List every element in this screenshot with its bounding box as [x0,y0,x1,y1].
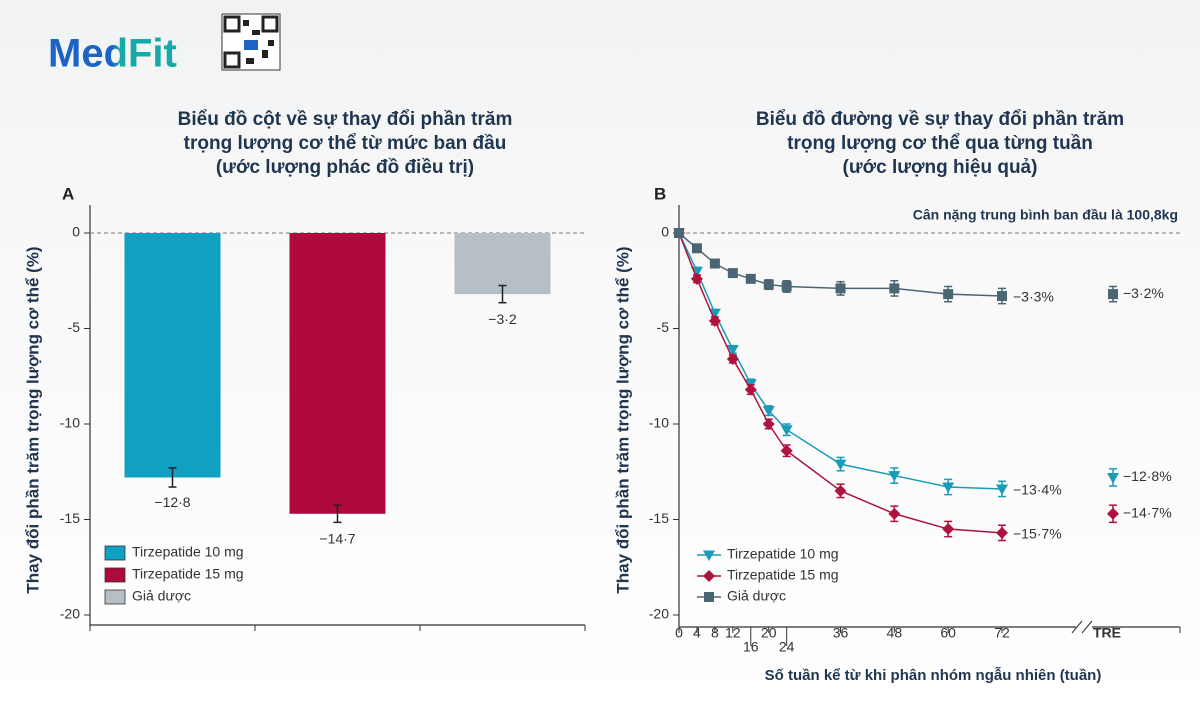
x-tick-label: 8 [711,625,719,641]
marker [726,345,739,356]
marker [889,283,900,294]
legend-label: Tirzepatide 15 mg [132,566,244,582]
marker [708,314,721,327]
x-tick-label: 16 [743,639,759,655]
marker [709,258,720,269]
marker [834,484,847,497]
legend-swatch [104,589,126,605]
value-label: −14·7 [319,530,355,546]
annotation: Cân nặng trung bình ban đầu là 100,8kg [913,207,1178,223]
value-label: −12·8 [154,494,190,510]
y-tick-label: 0 [661,224,669,240]
axis-break [1071,620,1093,634]
x-tick-label: 60 [940,625,956,641]
x-axis-label: Số tuần kể từ khi phân nhóm ngẫu nhiên (… [765,667,1102,684]
y-tick-label: -10 [649,415,669,431]
end-label: −13·4% [1013,482,1062,498]
chart-title: (ước lượng hiệu quả) [843,157,1038,178]
end-label: −15·7% [1013,526,1062,542]
y-tick-label: -10 [60,415,80,431]
marker [942,482,955,494]
y-tick-label: -20 [60,606,80,622]
legend-swatch [104,567,126,583]
y-tick-label: -20 [649,606,669,622]
marker [888,507,901,520]
marker [888,471,901,482]
y-tick-label: 0 [72,224,80,240]
marker [674,228,684,238]
legend-label: Giả dược [727,588,786,604]
legend-label: Tirzepatide 10 mg [132,544,244,560]
qr-code [221,13,281,71]
value-label: −3·2 [488,311,517,327]
chart-title: trọng lượng cơ thể từ mức ban đầu [184,133,507,154]
x-tick-label: 0 [675,625,683,641]
marker [762,406,775,417]
legend-label: Tirzepatide 10 mg [727,546,839,562]
marker [744,383,757,396]
bar [124,233,221,478]
legend-label: Giả dược [132,588,191,604]
y-axis-label: Thay đổi phần trăm trọng lượng cơ thể (%… [613,246,632,593]
panel-label: B [654,184,666,203]
x-tick-label: 12 [725,625,741,641]
y-tick-label: -15 [60,510,80,526]
marker [708,308,721,320]
end-label: −3·3% [1013,289,1054,305]
legend-swatch [104,545,126,561]
marker [943,289,954,300]
legend-label: Tirzepatide 15 mg [727,567,839,583]
chart-title: Biểu đồ cột về sự thay đổi phần trăm [178,109,513,130]
marker [1107,507,1119,520]
marker [997,291,1007,302]
marker [1107,472,1119,484]
marker [704,592,714,602]
x-tick-label: 36 [833,625,849,641]
panel-label: A [62,184,74,203]
x-tick-label: 48 [887,625,903,641]
bar [289,233,386,514]
y-axis-label: Thay đổi phần trăm trọng lượng cơ thể (%… [23,246,42,593]
tre-label: −12·8% [1123,468,1172,484]
y-tick-label: -5 [657,319,670,335]
marker [727,268,738,279]
x-tick-label: 4 [693,625,701,641]
marker [1108,289,1118,300]
x-tick-label: 24 [779,639,795,655]
x-tick-label: TRE [1093,625,1121,641]
chart-title: (ước lượng phác đồ điều trị) [216,157,474,178]
marker [996,526,1008,539]
marker [762,418,775,430]
marker [780,444,793,457]
marker [781,281,792,292]
chart-title: trọng lượng cơ thể qua từng tuần [787,133,1093,154]
marker [703,570,715,582]
marker [745,273,756,284]
y-tick-label: -5 [68,319,81,335]
x-tick-label: 72 [994,625,1010,641]
marker [690,272,703,285]
tre-label: −3·2% [1123,285,1164,301]
marker [703,550,715,561]
marker [834,459,847,471]
y-tick-label: -15 [649,510,669,526]
x-tick-label: 20 [761,625,777,641]
tre-label: −14·7% [1123,504,1172,520]
marker [763,279,774,290]
marker [942,523,955,536]
marker [780,425,793,436]
bar [454,233,551,295]
brand-logo: MedFit [48,32,177,76]
marker [691,243,702,254]
marker [996,484,1008,495]
marker [835,283,846,294]
marker [726,353,739,366]
chart-title: Biểu đồ đường về sự thay đổi phần trăm [756,109,1124,130]
